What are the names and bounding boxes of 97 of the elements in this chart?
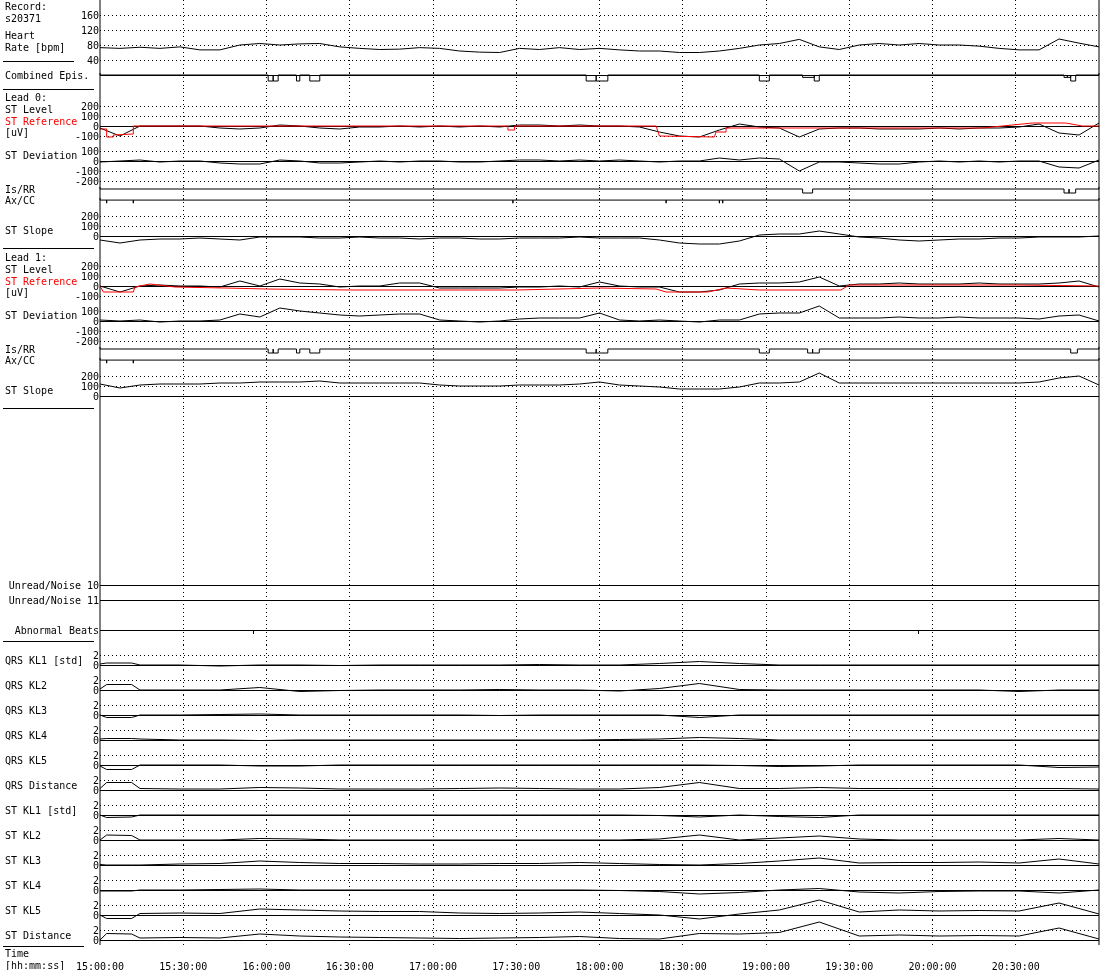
y-tick-label: 100	[80, 145, 99, 157]
x-axis-title: Time [hh:mm:ss]	[5, 948, 66, 970]
y-tick-label: -200	[74, 335, 99, 347]
y-tick-label: 0	[92, 909, 99, 921]
y-axis-title: Ax/CC	[5, 195, 36, 207]
y-tick-label: 200	[80, 370, 99, 382]
y-tick-label: 200	[80, 100, 99, 112]
y-axis-title: Is/RR	[5, 344, 36, 356]
y-tick-label: 2	[92, 899, 99, 911]
y-axis-title: ST Deviation	[5, 310, 78, 322]
y-tick-label: 2	[92, 799, 99, 811]
y-tick-label: Unread/Noise 11	[8, 594, 99, 606]
y-tick-label: 0	[92, 734, 99, 746]
y-tick-label: -200	[74, 175, 99, 187]
text: Record: s20371	[5, 1, 48, 25]
x-tick-label: 16:30:00	[325, 961, 374, 970]
y-axis-title: ST Distance	[5, 930, 72, 942]
y-axis-title: QRS KL5	[5, 755, 48, 767]
y-tick-label: -100	[74, 165, 99, 177]
y-tick-label: 0	[92, 884, 99, 896]
x-tick-label: 18:00:00	[575, 961, 624, 970]
y-tick-label: 2	[92, 674, 99, 686]
x-tick-label: 19:00:00	[741, 961, 791, 970]
y-tick-label: 2	[92, 749, 99, 761]
y-axis-title: QRS KL2	[5, 680, 48, 692]
y-axis-title: ST Deviation	[5, 150, 78, 162]
y-axis-title: ST KL1 [std]	[5, 805, 78, 817]
y-axis-title: QRS KL1 [std]	[5, 655, 84, 667]
y-tick-label: 100	[80, 305, 99, 317]
y-axis-title: ST Slope	[5, 384, 54, 397]
y-tick-label: -100	[74, 325, 99, 337]
y-tick-label: 2	[92, 699, 99, 711]
y-tick-label: 2	[92, 924, 99, 936]
y-tick-label: 2	[92, 724, 99, 736]
y-axis-title: QRS KL4	[5, 730, 48, 742]
y-tick-label: 0	[92, 809, 99, 821]
y-tick-label: -100	[74, 290, 99, 302]
y-tick-label: -100	[74, 130, 99, 142]
text: ST Reference	[5, 115, 78, 127]
x-tick-label: 20:00:00	[908, 961, 957, 970]
y-tick-label: 0	[92, 230, 99, 242]
y-axis-title: ST KL2	[5, 830, 42, 842]
y-tick-label: 100	[80, 220, 99, 232]
y-tick-label: 2	[92, 649, 99, 661]
text: ST Level	[5, 104, 54, 115]
y-tick-label: 0	[92, 390, 99, 402]
x-tick-label: 19:30:00	[825, 961, 874, 970]
chart-title: Lead 1:	[5, 252, 48, 264]
x-tick-label: 17:30:00	[492, 961, 541, 970]
y-tick-label: 200	[80, 260, 99, 272]
y-tick-label: 0	[92, 120, 99, 132]
y-tick-label: 2	[92, 874, 99, 886]
y-axis-title: QRS Distance	[5, 780, 78, 792]
y-axis-title: Combined Epis.	[5, 70, 90, 82]
y-tick-label: 0	[92, 934, 99, 946]
y-axis-title: [uV]	[5, 287, 30, 299]
y-axis-title: ST KL4	[5, 880, 42, 892]
y-tick-label: 0	[92, 834, 99, 846]
y-tick-label: 0	[92, 759, 99, 771]
x-tick-label: 16:00:00	[242, 961, 291, 970]
y-axis-title: Heart Rate [bpm]	[5, 30, 66, 54]
y-tick-label: 0	[92, 659, 99, 671]
x-tick-label: 15:30:00	[159, 961, 208, 970]
y-tick-label: 2	[92, 849, 99, 861]
y-tick-label: Abnormal Beats	[14, 624, 99, 636]
y-tick-label: 2	[92, 774, 99, 786]
x-tick-label: 17:00:00	[408, 961, 458, 970]
x-tick-label: 15:00:00	[75, 961, 125, 970]
y-tick-label: 0	[92, 315, 99, 327]
y-tick-label: 160	[80, 9, 99, 21]
y-tick-label: Unread/Noise 10	[8, 579, 99, 591]
y-tick-label: 0	[92, 859, 99, 871]
chart-title: Lead 0:	[5, 92, 48, 104]
y-tick-label: 0	[92, 155, 99, 167]
y-tick-label: 80	[86, 39, 99, 51]
y-tick-label: 0	[92, 784, 99, 796]
y-axis-title: QRS KL3	[5, 705, 48, 717]
y-tick-label: 100	[80, 380, 99, 392]
text: ST Level	[5, 264, 54, 275]
y-axis-title: Ax/CC	[5, 355, 36, 367]
y-tick-label: 100	[80, 110, 99, 122]
y-tick-label: 100	[80, 270, 99, 282]
y-tick-label: 200	[80, 210, 99, 222]
text: ST Reference	[5, 275, 78, 287]
y-axis-title: Is/RR	[5, 184, 36, 196]
x-tick-label: 20:30:00	[991, 961, 1040, 970]
y-tick-label: 0	[92, 280, 99, 292]
y-axis-title: ST KL3	[5, 855, 42, 867]
x-tick-label: 18:30:00	[658, 961, 707, 970]
y-axis-title: ST Slope	[5, 224, 54, 237]
y-tick-label: 40	[86, 54, 99, 66]
y-tick-label: 0	[92, 709, 99, 721]
y-tick-label: 120	[80, 24, 99, 36]
y-axis-title: ST KL5	[5, 905, 42, 917]
y-tick-label: 2	[92, 824, 99, 836]
y-tick-label: 0	[92, 684, 99, 696]
y-axis-title: [uV]	[5, 127, 30, 139]
